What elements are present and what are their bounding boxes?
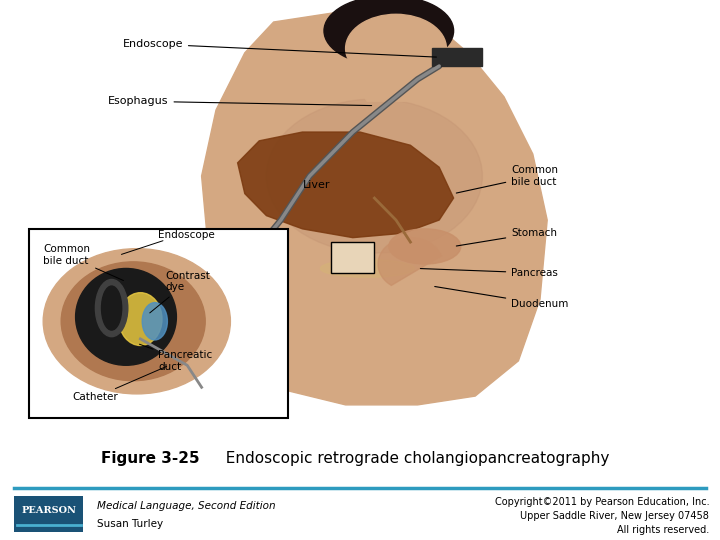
Polygon shape [353,79,432,101]
Text: Pancreas: Pancreas [420,268,558,278]
Ellipse shape [61,262,205,381]
Bar [331,242,374,273]
Ellipse shape [119,293,162,346]
FancyBboxPatch shape [14,496,83,532]
Ellipse shape [43,248,230,394]
Ellipse shape [266,99,482,253]
Text: Catheter: Catheter [72,366,166,402]
Ellipse shape [389,229,461,264]
Text: Copyright©2011 by Pearson Education, Inc.: Copyright©2011 by Pearson Education, Inc… [495,497,709,507]
Ellipse shape [324,0,454,66]
Text: Endoscope: Endoscope [122,39,436,57]
Ellipse shape [95,280,128,336]
Text: Endoscopic retrograde cholangiopancreatography: Endoscopic retrograde cholangiopancreato… [216,450,609,465]
Text: Contrast
dye: Contrast dye [150,271,210,313]
Text: Endoscope: Endoscope [158,230,215,240]
Text: Duodenum: Duodenum [435,287,569,309]
Ellipse shape [76,268,176,365]
Bar [29,229,288,418]
Text: Esophagus: Esophagus [108,96,372,106]
Text: Common
bile duct: Common bile duct [43,245,123,281]
Polygon shape [202,9,547,405]
Ellipse shape [320,260,414,277]
Bar [432,49,482,66]
Text: Upper Saddle River, New Jersey 07458: Upper Saddle River, New Jersey 07458 [521,511,709,521]
Text: Figure 3-25: Figure 3-25 [101,450,199,465]
Polygon shape [378,238,441,286]
Text: PEARSON: PEARSON [21,505,76,515]
Text: Susan Turley: Susan Turley [97,519,163,529]
Text: Pancreatic
duct: Pancreatic duct [140,344,212,372]
Polygon shape [238,132,454,238]
Text: Common
bile duct: Common bile duct [456,165,558,193]
Text: Medical Language, Second Edition: Medical Language, Second Edition [97,501,276,511]
Text: All rights reserved.: All rights reserved. [617,525,709,535]
Ellipse shape [346,14,446,83]
Ellipse shape [143,302,167,340]
Text: Liver: Liver [302,180,330,190]
Text: Stomach: Stomach [456,228,557,246]
Ellipse shape [102,286,122,330]
